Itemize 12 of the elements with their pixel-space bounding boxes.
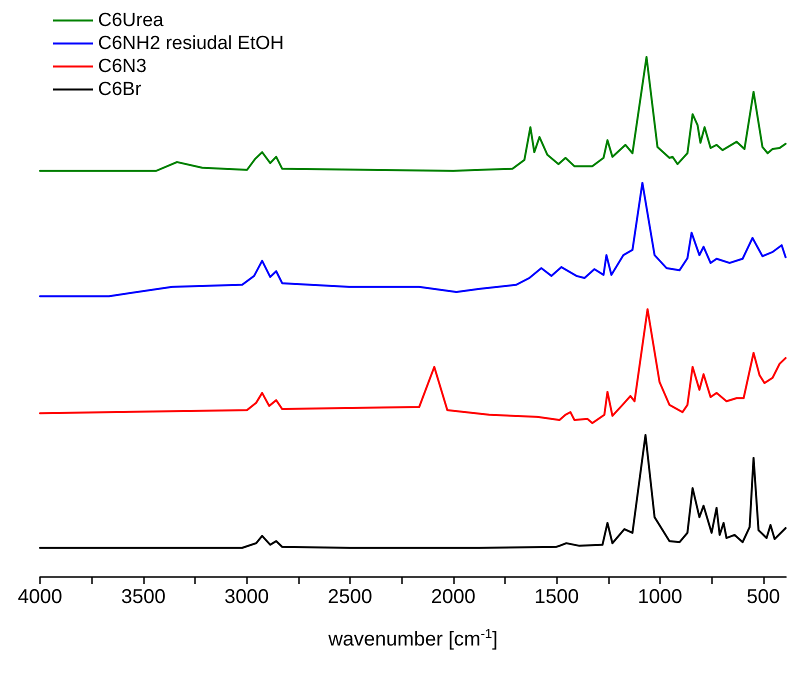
legend-label: C6NH2 resiudal EtOH bbox=[98, 33, 284, 54]
x-tick-label: 3000 bbox=[224, 586, 269, 608]
legend-label: C6N3 bbox=[98, 56, 147, 77]
x-tick-label: 2000 bbox=[431, 586, 476, 608]
x-tick-label: 500 bbox=[746, 586, 780, 608]
x-tick-label: 1000 bbox=[638, 586, 682, 608]
legend-label: C6Urea bbox=[98, 10, 164, 31]
x-tick-label: 3500 bbox=[121, 586, 166, 608]
x-tick-label: 2500 bbox=[328, 586, 372, 608]
legend-label: C6Br bbox=[98, 79, 142, 100]
x-tick-label: 4000 bbox=[18, 586, 62, 608]
x-tick-label: 1500 bbox=[534, 586, 579, 608]
